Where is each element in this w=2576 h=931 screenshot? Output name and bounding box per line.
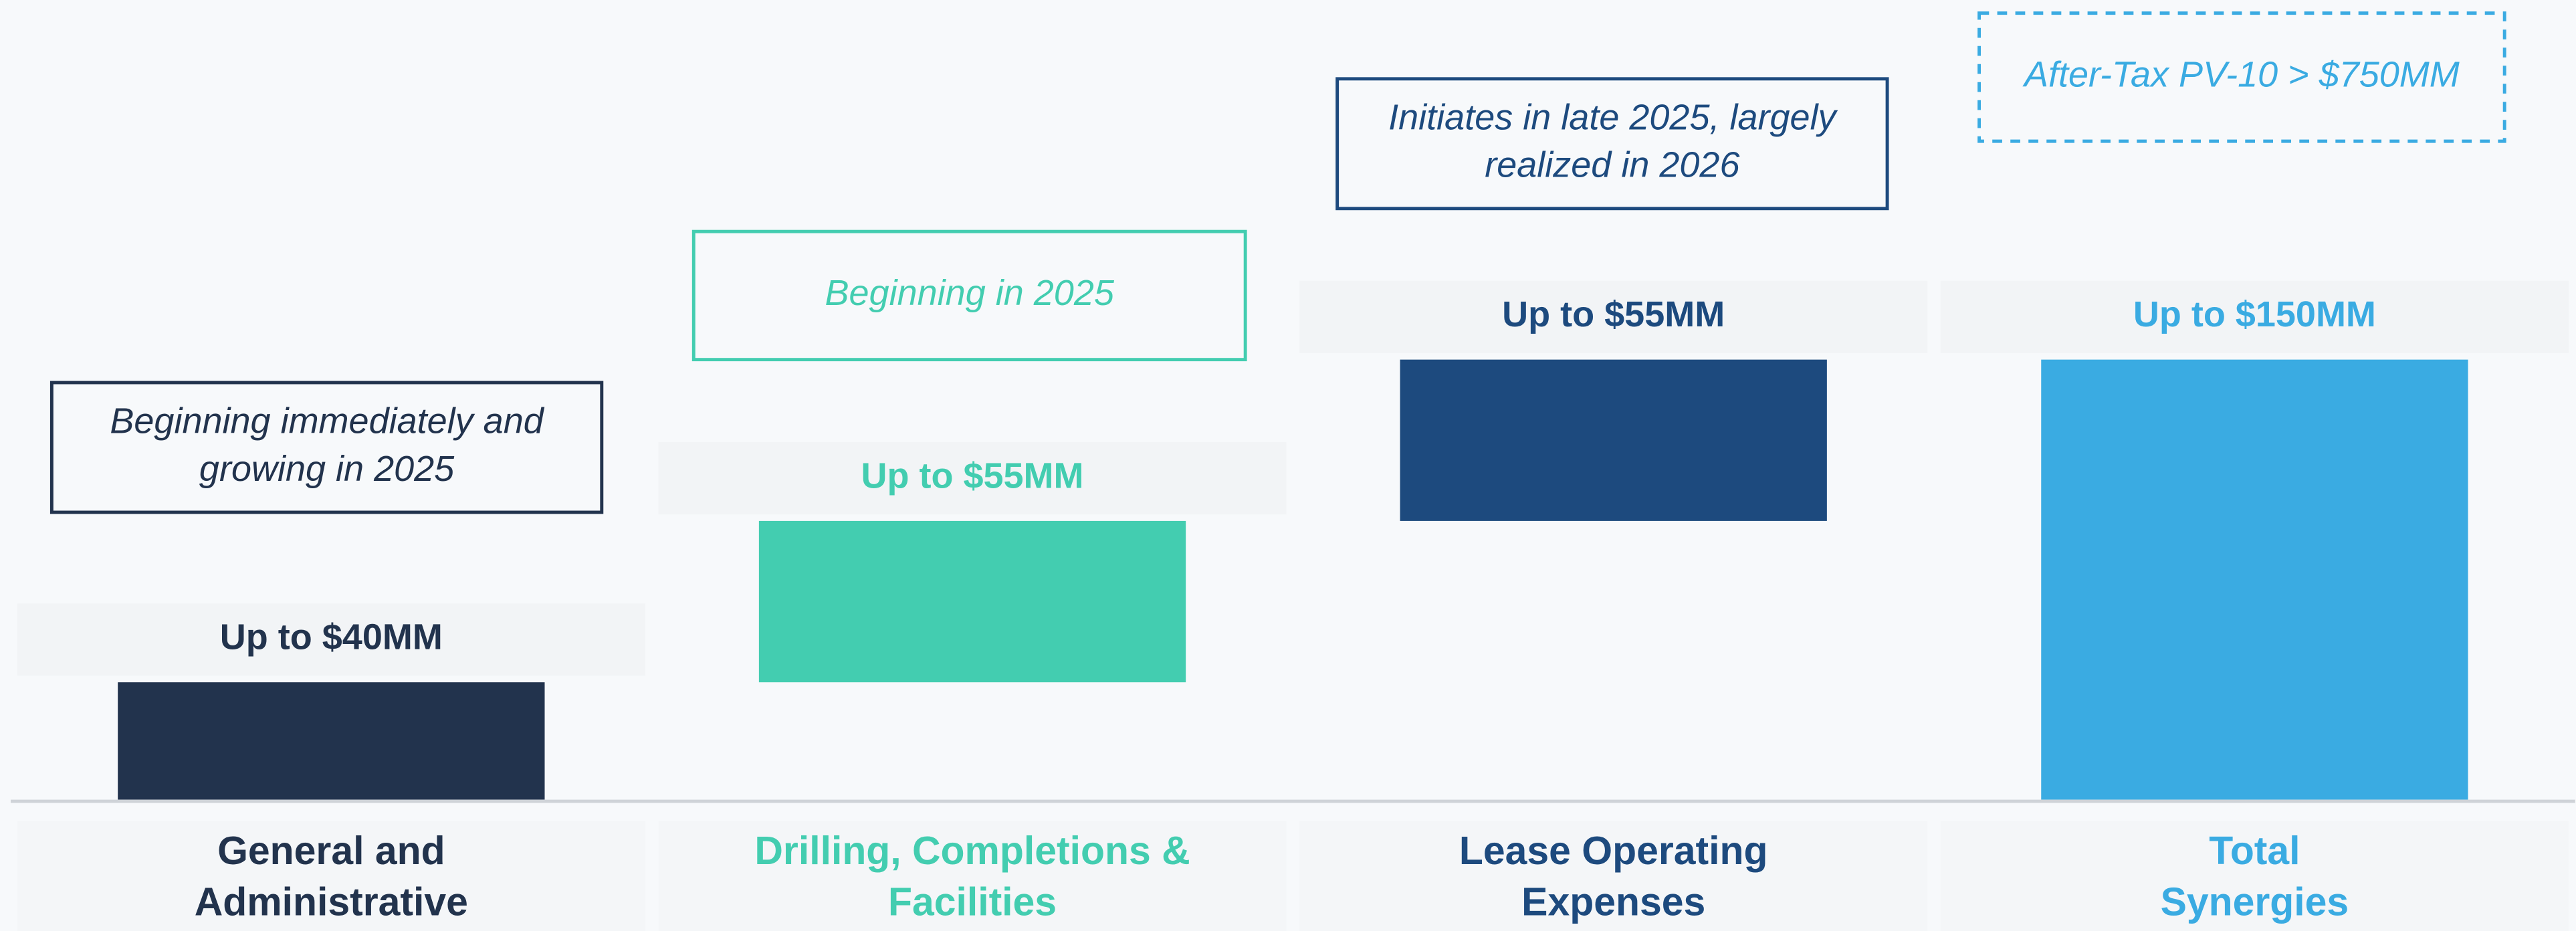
category-label: Expenses	[1521, 880, 1705, 924]
value-label: Up to $55MM	[861, 455, 1084, 496]
category-label: Lease Operating	[1459, 829, 1768, 873]
annotation-text: growing in 2025	[199, 449, 455, 489]
category-label: Synergies	[2161, 880, 2349, 924]
category-band	[658, 821, 1287, 931]
label-band	[17, 603, 645, 676]
annotation-box	[1977, 11, 2506, 143]
annotation-box	[691, 229, 1247, 362]
category-band	[1299, 821, 1928, 931]
value-label: Up to $150MM	[2133, 294, 2376, 334]
category-band	[1940, 821, 2569, 931]
annotation-box	[49, 381, 604, 514]
bar	[758, 520, 1186, 683]
category-label: Total	[2209, 829, 2300, 873]
category-label: Drilling, Completions &	[754, 829, 1190, 873]
bar	[1400, 359, 1827, 521]
annotation-text: Beginning immediately and	[110, 401, 544, 441]
value-label: Up to $55MM	[1502, 294, 1725, 334]
annotation-text: After-Tax PV-10 > $750MM	[2022, 55, 2460, 95]
bar	[118, 682, 545, 800]
label-band	[1299, 280, 1928, 353]
category-band	[17, 821, 645, 931]
category-label: General and	[217, 829, 445, 873]
label-band	[1940, 280, 2569, 353]
annotation-box	[1335, 77, 1889, 211]
bar	[2041, 359, 2468, 800]
annotation-text: Beginning in 2025	[825, 273, 1115, 313]
label-band	[658, 442, 1287, 515]
category-label: Facilities	[888, 880, 1057, 924]
category-label: Administrative	[195, 880, 468, 924]
value-label: Up to $40MM	[220, 617, 443, 657]
annotation-text: realized in 2026	[1485, 145, 1740, 185]
annotation-text: Initiates in late 2025, largely	[1388, 97, 1838, 137]
